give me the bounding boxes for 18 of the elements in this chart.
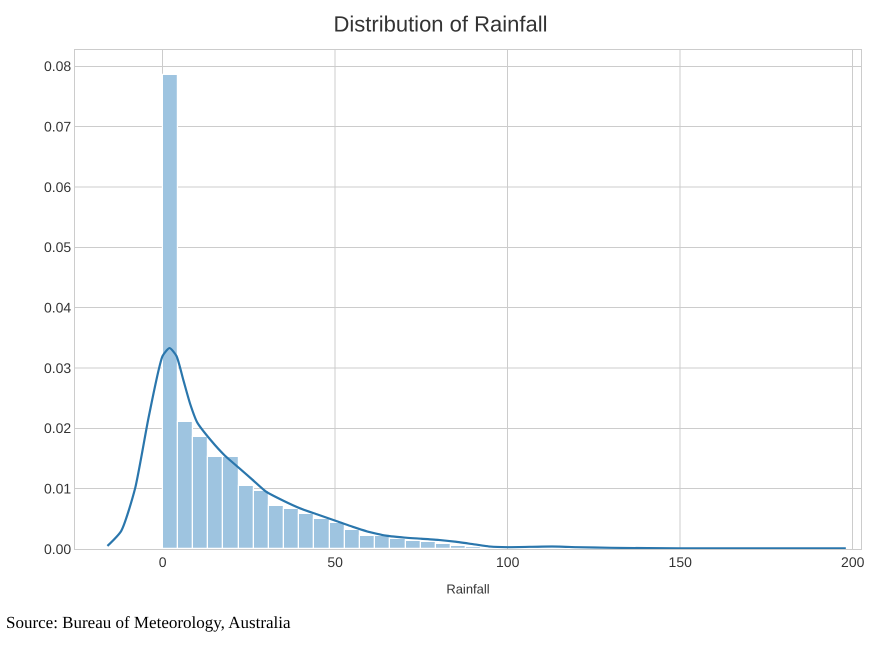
chart-title: Distribution of Rainfall <box>334 12 548 37</box>
y-tick-label: 0.03 <box>44 360 72 376</box>
y-tick-label: 0.08 <box>44 58 72 74</box>
y-tick-label: 0.02 <box>44 420 72 436</box>
x-tick-label: 200 <box>841 554 865 570</box>
y-tick-label: 0.05 <box>44 239 72 256</box>
source-note: Source: Bureau of Meteorology, Australia <box>6 613 291 632</box>
x-tick-label: 100 <box>496 554 520 570</box>
line-series <box>106 346 847 549</box>
x-axis-title: Rainfall <box>446 581 490 596</box>
y-tick-label: 0.00 <box>44 540 72 557</box>
x-tick-label: 0 <box>158 554 167 570</box>
x-tick-label: 150 <box>668 554 692 570</box>
y-tick-label: 0.01 <box>44 480 72 497</box>
y-tick-label: 0.06 <box>44 178 72 195</box>
y-tick-label: 0.07 <box>44 118 72 135</box>
x-tick-label: 50 <box>327 554 344 570</box>
y-tick-label: 0.04 <box>44 300 72 316</box>
